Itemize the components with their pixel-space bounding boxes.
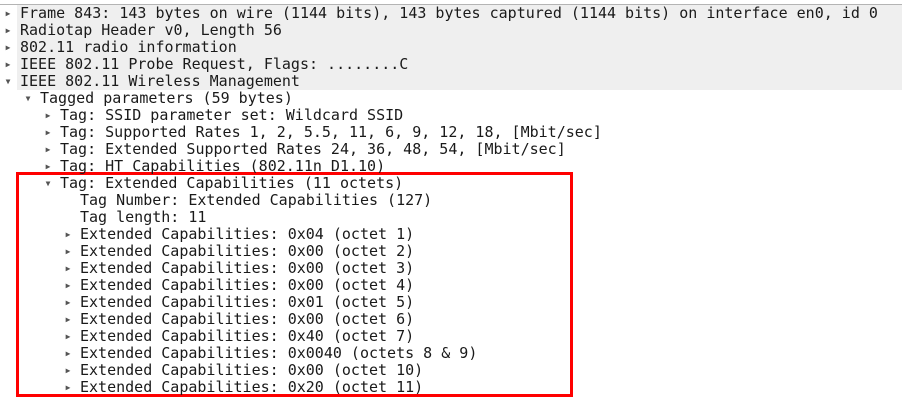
tree-row-label: Radiotap Header v0, Length 56 bbox=[20, 21, 282, 39]
tree-row[interactable]: ▶ 802.11 radio information bbox=[0, 39, 902, 56]
tree-row-label: Tag length: 11 bbox=[80, 208, 207, 226]
tree-row-label: Extended Capabilities: 0x01 (octet 5) bbox=[80, 293, 415, 311]
tree-row[interactable]: ▼ Tag: Extended Capabilities (11 octets) bbox=[0, 175, 902, 192]
tree-row-label: Tag: SSID parameter set: Wildcard SSID bbox=[60, 106, 404, 124]
tree-row[interactable]: ▶ Tag: Extended Supported Rates 24, 36, 4… bbox=[0, 141, 902, 158]
tree-row[interactable]: ▶ Extended Capabilities: 0x01 (octet 5) bbox=[0, 294, 902, 311]
tree-row[interactable]: Tag Number: Extended Capabilities (127) bbox=[0, 192, 902, 209]
tree-row-label: Tag: Extended Capabilities (11 octets) bbox=[60, 174, 404, 192]
tree-row[interactable]: ▶ Extended Capabilities: 0x20 (octet 11) bbox=[0, 379, 902, 396]
expand-arrow-icon[interactable]: ▶ bbox=[65, 315, 71, 324]
expand-arrow-icon[interactable]: ▶ bbox=[45, 162, 51, 171]
tree-row[interactable]: ▶ Extended Capabilities: 0x40 (octet 7) bbox=[0, 328, 902, 345]
expand-arrow-icon[interactable]: ▶ bbox=[5, 43, 11, 52]
tree-row-label: Tagged parameters (59 bytes) bbox=[40, 89, 293, 107]
tree-row-label: Extended Capabilities: 0x40 (octet 7) bbox=[80, 327, 415, 345]
tree-row-label: Tag: Extended Supported Rates 24, 36, 48… bbox=[60, 140, 566, 158]
tree-row[interactable]: ▶ Tag: Supported Rates 1, 2, 5.5, 11, 6, … bbox=[0, 124, 902, 141]
expand-arrow-icon[interactable]: ▶ bbox=[45, 145, 51, 154]
tree-row[interactable]: ▶ Radiotap Header v0, Length 56 bbox=[0, 22, 902, 39]
expand-arrow-icon[interactable]: ▶ bbox=[65, 332, 71, 341]
expand-arrow-icon[interactable]: ▶ bbox=[5, 26, 11, 35]
tree-row-label: Extended Capabilities: 0x04 (octet 1) bbox=[80, 225, 415, 243]
tree-row-label: Extended Capabilities: 0x00 (octet 10) bbox=[80, 361, 424, 379]
collapse-arrow-icon[interactable]: ▼ bbox=[5, 77, 11, 86]
tree-row[interactable]: ▶ Extended Capabilities: 0x04 (octet 1) bbox=[0, 226, 902, 243]
tree-row[interactable]: ▶ Extended Capabilities: 0x00 (octet 10) bbox=[0, 362, 902, 379]
tree-row-label: Extended Capabilities: 0x00 (octet 3) bbox=[80, 259, 415, 277]
expand-arrow-icon[interactable]: ▶ bbox=[65, 366, 71, 375]
pane-top-border bbox=[0, 4, 902, 5]
packet-details-tree[interactable]: ▶ Frame 843: 143 bytes on wire (1144 bits… bbox=[0, 5, 902, 396]
tree-row[interactable]: ▶ Extended Capabilities: 0x00 (octet 6) bbox=[0, 311, 902, 328]
tree-row-label: Extended Capabilities: 0x00 (octet 4) bbox=[80, 276, 415, 294]
tree-row[interactable]: ▶ Extended Capabilities: 0x00 (octet 3) bbox=[0, 260, 902, 277]
expand-arrow-icon[interactable]: ▶ bbox=[65, 349, 71, 358]
tree-row[interactable]: ▶ Extended Capabilities: 0x0040 (octets 8… bbox=[0, 345, 902, 362]
expand-arrow-icon[interactable]: ▶ bbox=[5, 60, 11, 69]
tree-row-label: Frame 843: 143 bytes on wire (1144 bits)… bbox=[20, 4, 878, 22]
tree-row-label: Extended Capabilities: 0x00 (octet 2) bbox=[80, 242, 415, 260]
expand-arrow-icon[interactable]: ▶ bbox=[65, 298, 71, 307]
tree-row[interactable]: ▼ IEEE 802.11 Wireless Management bbox=[0, 73, 902, 90]
expand-arrow-icon[interactable]: ▶ bbox=[65, 383, 71, 392]
tree-row-label: IEEE 802.11 Probe Request, Flags: ......… bbox=[20, 55, 409, 73]
expand-arrow-icon[interactable]: ▶ bbox=[45, 128, 51, 137]
tree-row[interactable]: ▶ Tag: SSID parameter set: Wildcard SSID bbox=[0, 107, 902, 124]
expand-arrow-icon[interactable]: ▶ bbox=[45, 111, 51, 120]
tree-row-label: Extended Capabilities: 0x20 (octet 11) bbox=[80, 378, 424, 396]
tree-row-label: Extended Capabilities: 0x0040 (octets 8 … bbox=[80, 344, 478, 362]
tree-row[interactable]: ▶ IEEE 802.11 Probe Request, Flags: .....… bbox=[0, 56, 902, 73]
tree-row-label: IEEE 802.11 Wireless Management bbox=[20, 72, 300, 90]
tree-row-label: Tag Number: Extended Capabilities (127) bbox=[80, 191, 433, 209]
tree-row-label: 802.11 radio information bbox=[20, 38, 237, 56]
tree-row[interactable]: ▼ Tagged parameters (59 bytes) bbox=[0, 90, 902, 107]
tree-row[interactable]: ▶ Frame 843: 143 bytes on wire (1144 bits… bbox=[0, 5, 902, 22]
tree-row[interactable]: Tag length: 11 bbox=[0, 209, 902, 226]
tree-row-label: Extended Capabilities: 0x00 (octet 6) bbox=[80, 310, 415, 328]
expand-arrow-icon[interactable]: ▶ bbox=[65, 247, 71, 256]
expand-arrow-icon[interactable]: ▶ bbox=[65, 264, 71, 273]
expand-arrow-icon[interactable]: ▶ bbox=[65, 230, 71, 239]
collapse-arrow-icon[interactable]: ▼ bbox=[25, 94, 31, 103]
tree-row-label: Tag: Supported Rates 1, 2, 5.5, 11, 6, 9… bbox=[60, 123, 602, 141]
collapse-arrow-icon[interactable]: ▼ bbox=[45, 179, 51, 188]
tree-row[interactable]: ▶ Extended Capabilities: 0x00 (octet 4) bbox=[0, 277, 902, 294]
expand-arrow-icon[interactable]: ▶ bbox=[5, 9, 11, 18]
tree-row[interactable]: ▶ Tag: HT Capabilities (802.11n D1.10) bbox=[0, 158, 902, 175]
tree-row-label: Tag: HT Capabilities (802.11n D1.10) bbox=[60, 157, 386, 175]
tree-row[interactable]: ▶ Extended Capabilities: 0x00 (octet 2) bbox=[0, 243, 902, 260]
expand-arrow-icon[interactable]: ▶ bbox=[65, 281, 71, 290]
